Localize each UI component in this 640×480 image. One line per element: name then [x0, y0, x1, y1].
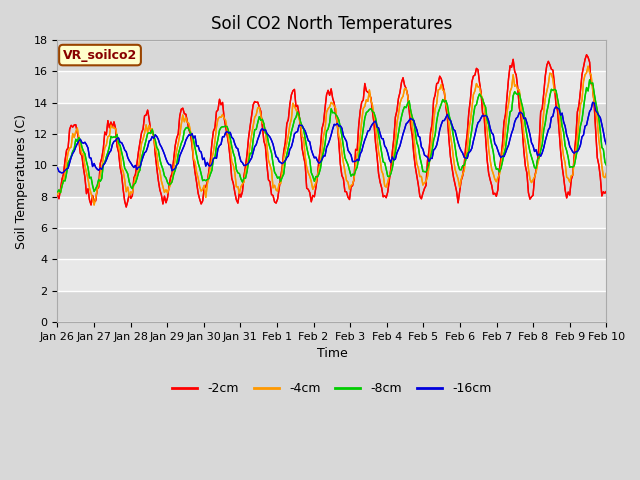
- Text: VR_soilco2: VR_soilco2: [63, 48, 137, 61]
- Bar: [58, 228, 607, 259]
- Bar: [58, 291, 607, 322]
- Bar: [58, 72, 607, 103]
- Bar: [58, 197, 607, 228]
- Bar: [58, 134, 607, 166]
- Title: Soil CO2 North Temperatures: Soil CO2 North Temperatures: [211, 15, 452, 33]
- Bar: [58, 40, 607, 72]
- Legend: -2cm, -4cm, -8cm, -16cm: -2cm, -4cm, -8cm, -16cm: [168, 377, 497, 400]
- Y-axis label: Soil Temperatures (C): Soil Temperatures (C): [15, 114, 28, 249]
- Bar: [58, 103, 607, 134]
- Bar: [58, 259, 607, 291]
- Bar: [58, 166, 607, 197]
- X-axis label: Time: Time: [317, 347, 348, 360]
